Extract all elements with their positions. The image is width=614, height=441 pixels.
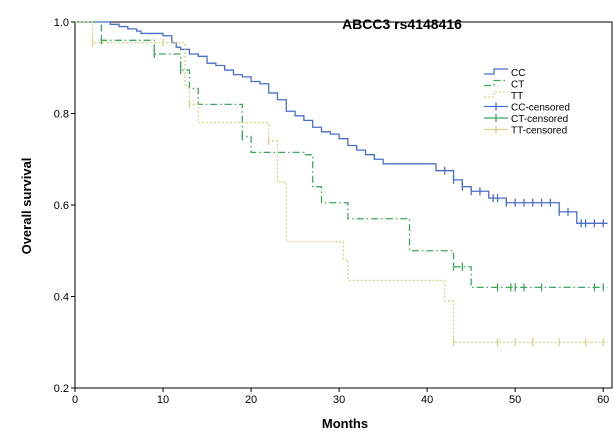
x-tick-label: 40 — [421, 394, 433, 406]
y-tick-label: 0.8 — [54, 109, 69, 121]
y-tick-label: 0.6 — [54, 200, 69, 212]
y-axis-title: Overall survival — [19, 158, 34, 255]
x-tick-label: 60 — [597, 394, 609, 406]
chart-title: ABCC3 rs4148416 — [342, 16, 462, 32]
legend-label: CC — [511, 68, 525, 79]
legend-item: TT-censored — [484, 125, 567, 137]
legend-item: CC-censored — [484, 102, 570, 114]
legend-item: TT — [484, 91, 523, 102]
series-layer — [75, 21, 608, 343]
legend-label: CT — [511, 80, 524, 91]
series-line-ct — [75, 21, 608, 288]
plot-frame — [74, 21, 613, 389]
legend-swatch — [484, 68, 508, 75]
axes: 0 10 20 30 40 50 60 0.2 0.4 0.6 0.8 1.0 — [54, 17, 613, 406]
legend-swatch — [484, 79, 508, 87]
legend-swatch — [484, 91, 508, 98]
legend-item: CC — [484, 68, 525, 79]
legend-item: CT — [484, 80, 524, 91]
x-tick-label: 50 — [509, 394, 521, 406]
y-tick-label: 0.2 — [54, 383, 69, 395]
x-tick-label: 30 — [333, 394, 345, 406]
x-tick-label: 10 — [157, 394, 169, 406]
legend-label: TT-censored — [511, 126, 567, 137]
censor-marks-layer — [91, 36, 604, 347]
x-tick-label: 20 — [245, 394, 257, 406]
legend-label: TT — [511, 91, 523, 102]
y-tick-label: 0.4 — [54, 292, 69, 304]
y-tick-label: 1.0 — [54, 17, 69, 29]
x-tick-label: 0 — [72, 394, 78, 406]
series-line-tt — [75, 21, 608, 343]
legend-item: CT-censored — [484, 114, 568, 125]
legend-label: CT-censored — [511, 114, 568, 125]
x-axis-title: Months — [322, 416, 368, 431]
legend-label: CC-censored — [511, 103, 570, 114]
